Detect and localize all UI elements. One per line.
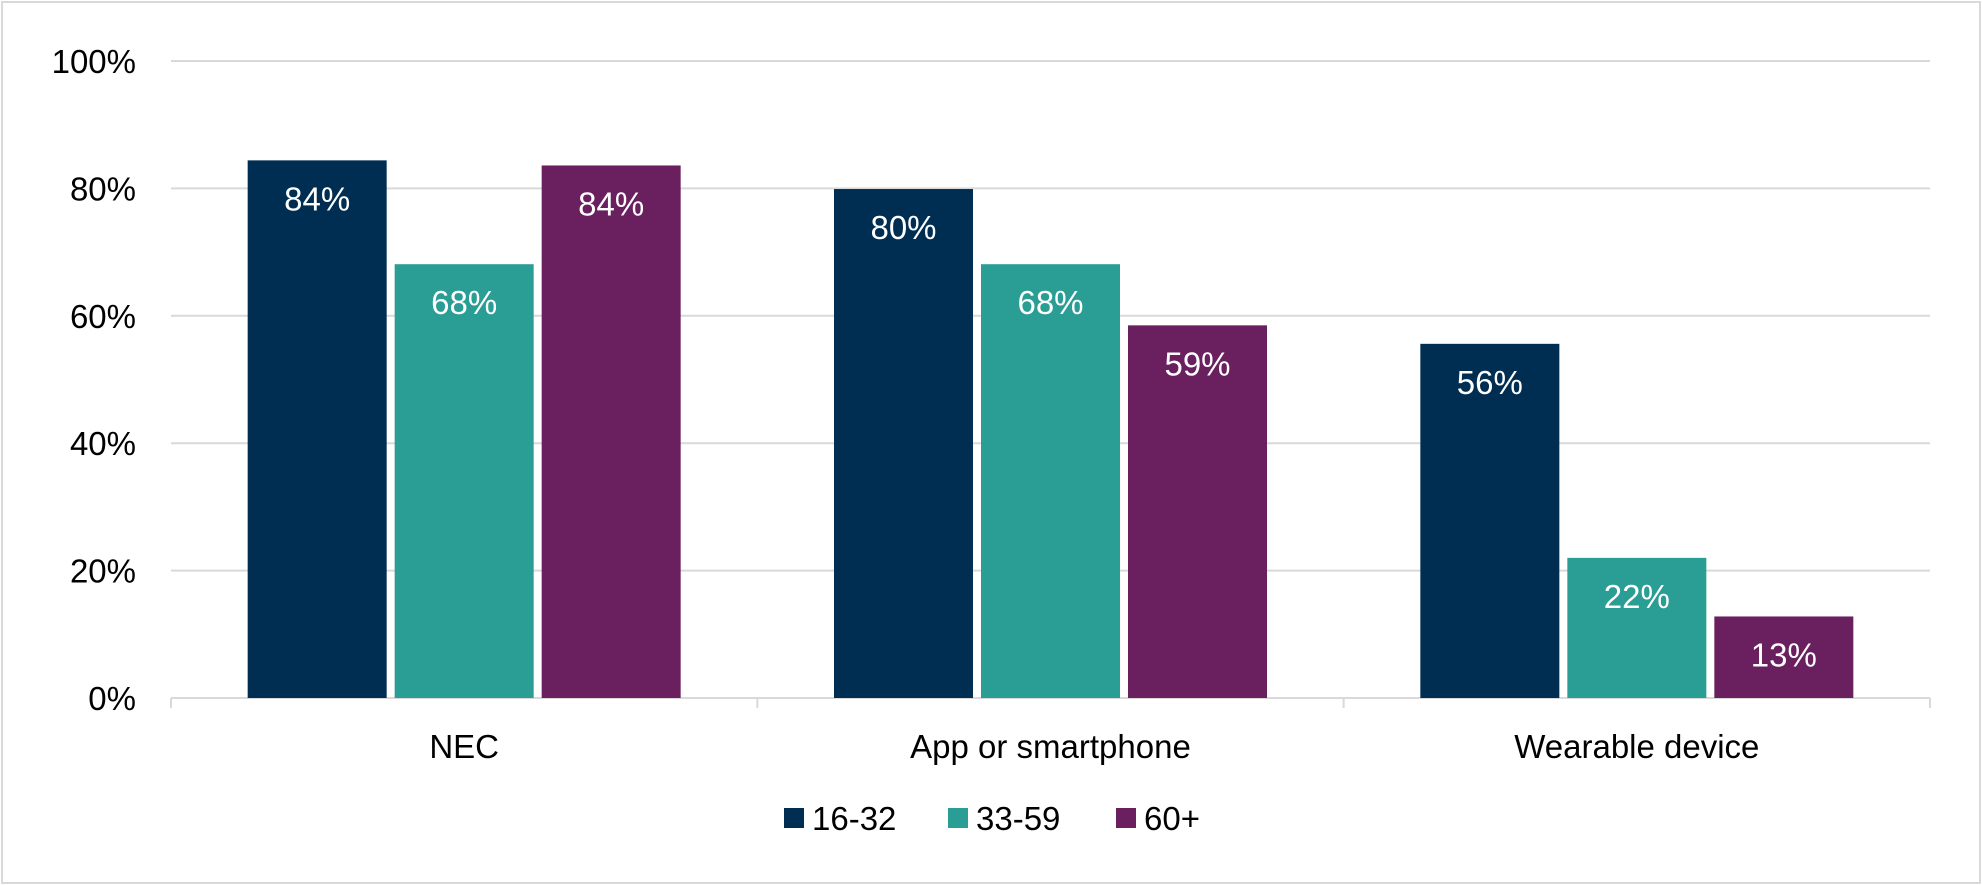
y-tick-label: 100% (52, 43, 136, 80)
y-tick-label: 40% (70, 425, 136, 462)
data-label: 13% (1751, 636, 1817, 673)
data-label: 68% (431, 284, 497, 321)
y-tick-label: 60% (70, 298, 136, 335)
data-label: 84% (284, 180, 350, 217)
y-tick-label: 20% (70, 553, 136, 590)
legend-swatch-33-59 (948, 808, 968, 828)
legend-label: 33-59 (976, 800, 1060, 837)
legend-swatch-60+ (1116, 808, 1136, 828)
y-tick-label: 80% (70, 170, 136, 207)
bar-33-59-1 (981, 264, 1120, 698)
legend-label: 16-32 (812, 800, 896, 837)
legend-label: 60+ (1144, 800, 1200, 837)
bar-60+-2 (1714, 616, 1854, 698)
bar-33-59-0 (394, 264, 534, 698)
category-label: App or smartphone (910, 728, 1191, 765)
data-label: 59% (1164, 345, 1230, 382)
data-label: 68% (1017, 284, 1083, 321)
bar-60+-1 (1128, 325, 1267, 698)
legend-swatch-16-32 (784, 808, 804, 828)
bar-33-59-2 (1567, 557, 1707, 698)
y-tick-label: 0% (88, 680, 136, 717)
data-label: 80% (870, 209, 936, 246)
bar-60+-0 (541, 165, 681, 698)
bar-16-32-0 (247, 160, 387, 698)
data-label: 56% (1457, 364, 1523, 401)
category-label: Wearable device (1514, 728, 1759, 765)
category-label: NEC (429, 728, 499, 765)
data-label: 22% (1604, 578, 1670, 615)
data-label: 84% (578, 185, 644, 222)
bar-16-32-1 (834, 189, 973, 699)
bar-16-32-2 (1420, 343, 1560, 698)
